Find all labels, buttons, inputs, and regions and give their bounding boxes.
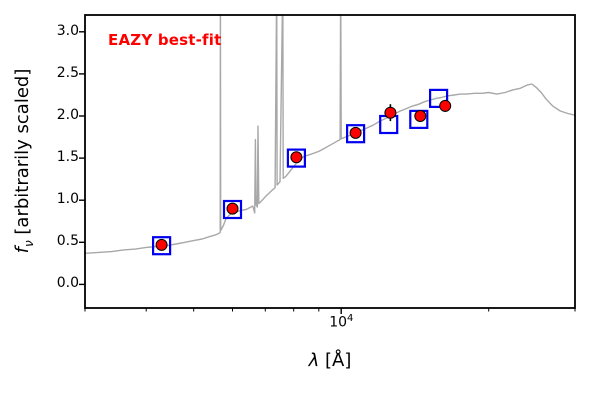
model-photometry-marker <box>429 88 449 109</box>
y-axis-label: fν [arbitrarily scaled] <box>12 69 36 254</box>
x-axis-label: λ [Å] <box>85 350 575 371</box>
observed-photometry-marker <box>414 110 427 122</box>
observed-photometry-marker <box>439 99 452 112</box>
observed-photometry-marker <box>226 202 239 215</box>
observed-photometry-marker <box>290 151 303 164</box>
y-tick-label: 3.0 <box>56 22 79 39</box>
y-tick-label: 0.5 <box>56 233 79 250</box>
observed-photometry-marker <box>349 126 362 139</box>
model-photometry-marker <box>222 199 243 220</box>
model-photometry-marker <box>286 148 306 168</box>
plot-annotation: EAZY best-fit <box>108 31 222 49</box>
model-photometry-marker <box>379 114 399 135</box>
x-axis-label-unit: [Å] <box>319 350 352 371</box>
model-photometry-marker <box>152 236 172 256</box>
y-tick-label: 0.0 <box>56 275 79 292</box>
x-tick-label: 104 <box>329 313 354 331</box>
y-tick-label: 2.5 <box>56 64 79 81</box>
y-tick-label: 1.5 <box>56 149 79 166</box>
lambda-symbol: λ <box>308 350 320 371</box>
y-tick-label: 2.0 <box>56 107 79 124</box>
observed-photometry-marker <box>384 106 397 119</box>
y-tick-label: 1.0 <box>56 191 79 208</box>
plot-frame <box>84 14 576 309</box>
fnu-subscript: ν <box>21 240 36 248</box>
observed-photometry-marker <box>155 238 168 251</box>
model-photometry-marker <box>346 124 366 144</box>
fnu-symbol: f <box>12 247 34 254</box>
y-axis-ticks: 0.0 0.5 1.0 1.5 2.0 2.5 3.0 <box>38 0 79 400</box>
y-axis-label-unit: [arbitrarily scaled] <box>12 68 34 241</box>
